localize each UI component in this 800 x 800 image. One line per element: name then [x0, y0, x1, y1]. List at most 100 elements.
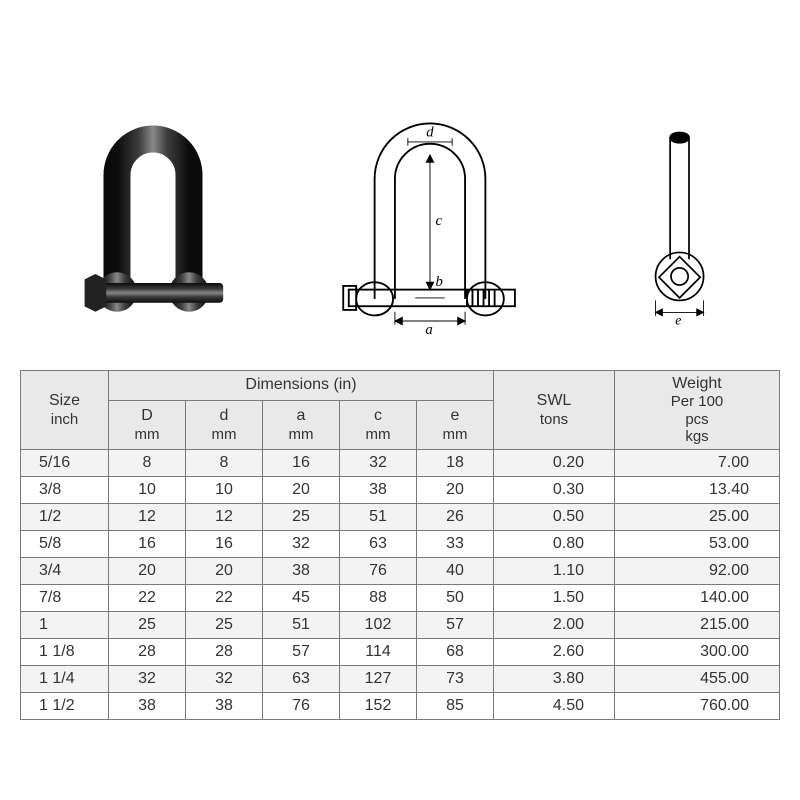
- cell: 73: [417, 666, 494, 693]
- cell: 38: [186, 693, 263, 720]
- cell: 38: [263, 558, 340, 585]
- cell: 18: [417, 450, 494, 477]
- cell: 20: [186, 558, 263, 585]
- dim-label-b: b: [436, 274, 443, 290]
- table-row: 1252551102572.00215.00: [21, 612, 780, 639]
- col-swl: SWL tons: [494, 371, 615, 450]
- diagram-side: e: [607, 100, 747, 340]
- col-D: Dmm: [109, 401, 186, 450]
- cell: 32: [109, 666, 186, 693]
- cell: 40: [417, 558, 494, 585]
- table-row: 1 1/4323263127733.80455.00: [21, 666, 780, 693]
- table-row: 7/822224588501.50140.00: [21, 585, 780, 612]
- cell: 25: [109, 612, 186, 639]
- table-row: 1 1/2383876152854.50760.00: [21, 693, 780, 720]
- cell: 215.00: [615, 612, 780, 639]
- table-row: 3/810102038200.3013.40: [21, 477, 780, 504]
- dim-label-e: e: [675, 312, 681, 327]
- cell: 68: [417, 639, 494, 666]
- cell: 26: [417, 504, 494, 531]
- cell: 38: [109, 693, 186, 720]
- cell: 1/2: [21, 504, 109, 531]
- cell: 0.20: [494, 450, 615, 477]
- cell: 8: [109, 450, 186, 477]
- cell: 1: [21, 612, 109, 639]
- table-body: 5/16881632180.207.003/810102038200.3013.…: [21, 450, 780, 720]
- cell: 16: [109, 531, 186, 558]
- cell: 7.00: [615, 450, 780, 477]
- col-d: dmm: [186, 401, 263, 450]
- cell: 1.50: [494, 585, 615, 612]
- col-size: Size inch: [21, 371, 109, 450]
- cell: 20: [263, 477, 340, 504]
- cell: 4.50: [494, 693, 615, 720]
- cell: 92.00: [615, 558, 780, 585]
- dim-label-d: d: [426, 124, 434, 140]
- cell: 10: [186, 477, 263, 504]
- cell: 300.00: [615, 639, 780, 666]
- cell: 22: [109, 585, 186, 612]
- cell: 1 1/2: [21, 693, 109, 720]
- table-row: 1 1/8282857114682.60300.00: [21, 639, 780, 666]
- shackle-side-diagram-icon: e: [617, 110, 737, 340]
- table-row: 5/816163263330.8053.00: [21, 531, 780, 558]
- cell: 455.00: [615, 666, 780, 693]
- cell: 0.80: [494, 531, 615, 558]
- cell: 7/8: [21, 585, 109, 612]
- cell: 16: [186, 531, 263, 558]
- cell: 28: [109, 639, 186, 666]
- cell: 76: [340, 558, 417, 585]
- cell: 85: [417, 693, 494, 720]
- cell: 0.30: [494, 477, 615, 504]
- cell: 33: [417, 531, 494, 558]
- diagram-front: d c b a: [300, 100, 560, 340]
- cell: 8: [186, 450, 263, 477]
- dim-label-a: a: [425, 322, 432, 338]
- dim-label-c: c: [436, 213, 443, 229]
- cell: 152: [340, 693, 417, 720]
- cell: 3/8: [21, 477, 109, 504]
- cell: 0.50: [494, 504, 615, 531]
- spec-table: Size inch Dimensions (in) SWL tons Weigh…: [20, 370, 780, 720]
- cell: 5/8: [21, 531, 109, 558]
- cell: 22: [186, 585, 263, 612]
- cell: 63: [263, 666, 340, 693]
- product-photo: [53, 100, 253, 340]
- cell: 57: [263, 639, 340, 666]
- cell: 1.10: [494, 558, 615, 585]
- cell: 12: [109, 504, 186, 531]
- cell: 20: [417, 477, 494, 504]
- cell: 32: [340, 450, 417, 477]
- cell: 102: [340, 612, 417, 639]
- col-e: emm: [417, 401, 494, 450]
- cell: 13.40: [615, 477, 780, 504]
- cell: 12: [186, 504, 263, 531]
- table-header: Size inch Dimensions (in) SWL tons Weigh…: [21, 371, 780, 450]
- cell: 140.00: [615, 585, 780, 612]
- cell: 2.00: [494, 612, 615, 639]
- col-group-dimensions: Dimensions (in): [109, 371, 494, 401]
- cell: 28: [186, 639, 263, 666]
- col-c: cmm: [340, 401, 417, 450]
- cell: 63: [340, 531, 417, 558]
- table-row: 1/212122551260.5025.00: [21, 504, 780, 531]
- cell: 20: [109, 558, 186, 585]
- shackle-photo-icon: [63, 110, 243, 330]
- shackle-front-diagram-icon: d c b a: [310, 110, 550, 340]
- cell: 114: [340, 639, 417, 666]
- cell: 10: [109, 477, 186, 504]
- top-graphics: d c b a: [0, 80, 800, 360]
- cell: 51: [340, 504, 417, 531]
- cell: 2.60: [494, 639, 615, 666]
- cell: 51: [263, 612, 340, 639]
- cell: 25: [263, 504, 340, 531]
- cell: 32: [186, 666, 263, 693]
- cell: 3.80: [494, 666, 615, 693]
- cell: 760.00: [615, 693, 780, 720]
- cell: 38: [340, 477, 417, 504]
- col-weight: Weight Per 100 pcs kgs: [615, 371, 780, 450]
- cell: 25.00: [615, 504, 780, 531]
- cell: 45: [263, 585, 340, 612]
- cell: 5/16: [21, 450, 109, 477]
- cell: 3/4: [21, 558, 109, 585]
